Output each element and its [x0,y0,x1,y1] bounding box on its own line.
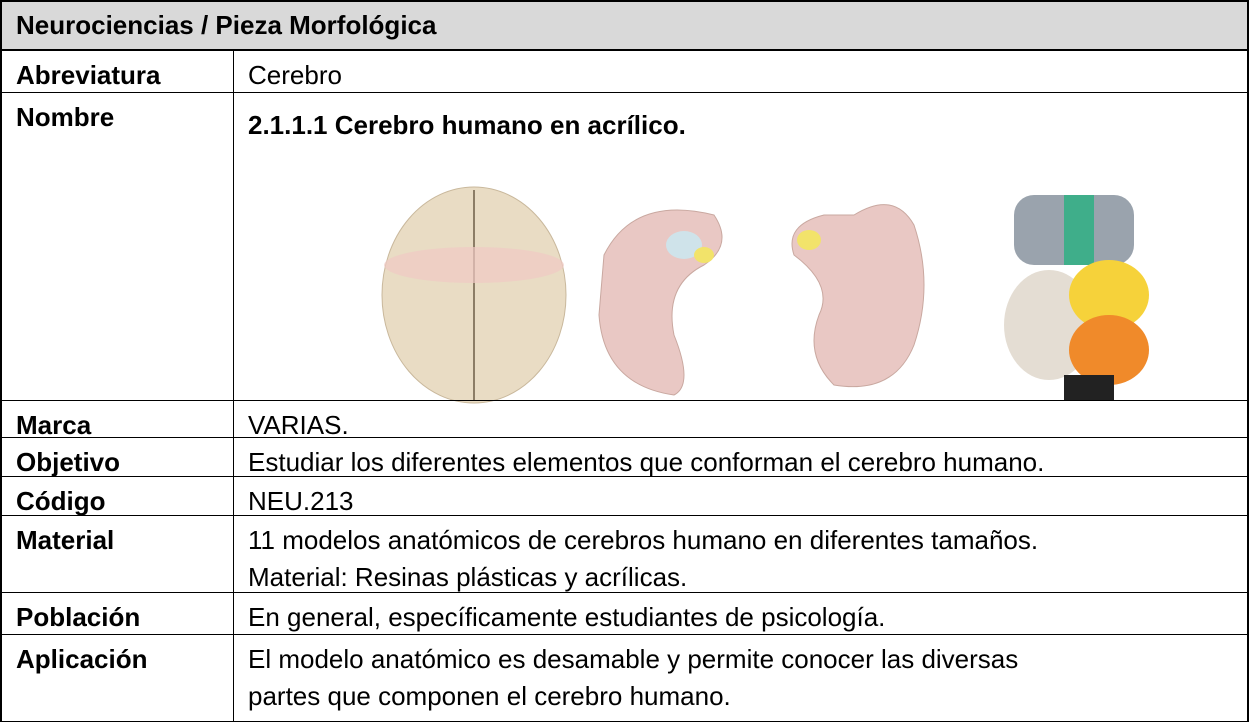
row-value: VARIAS. [233,400,1249,440]
row-value: Estudiar los diferentes elementos que co… [233,437,1249,477]
value-line: partes que componen el cerebro humano. [248,681,731,711]
row-value: NEU.213 [233,476,1249,516]
value-text: Cerebro [248,60,342,90]
row-label: Material [0,515,234,593]
brain-images [381,186,1149,404]
row-label: Marca [0,400,234,440]
row-label: Objetivo [0,437,234,477]
row-label: Código [0,476,234,516]
value-line: El modelo anatómico es desamable y permi… [248,644,1019,674]
row-label: Aplicación [0,634,234,722]
value-text: NEU.213 [248,486,354,516]
row-value: En general, específicamente estudiantes … [233,592,1249,635]
row-value: El modelo anatómico es desamable y permi… [233,634,1249,722]
row-label: Nombre [0,92,234,401]
row-label: Población [0,592,234,635]
value-text: Estudiar los diferentes elementos que co… [248,447,1045,477]
value-line: Material: Resinas plásticas y acrílicas. [248,562,688,592]
header-title: Neurociencias / Pieza Morfológica [0,0,1249,51]
row-value: 2.1.1.1 Cerebro humano en acrílico. [233,92,1249,404]
value-text: VARIAS. [248,410,349,440]
value-text: En general, específicamente estudiantes … [248,602,886,632]
row-label: Abreviatura [0,50,234,93]
value-line: 11 modelos anatómicos de cerebros humano… [248,525,1039,555]
row-value: 11 modelos anatómicos de cerebros humano… [233,515,1249,593]
row-value: Cerebro [233,50,1249,93]
value-text: 2.1.1.1 Cerebro humano en acrílico. [248,110,686,140]
